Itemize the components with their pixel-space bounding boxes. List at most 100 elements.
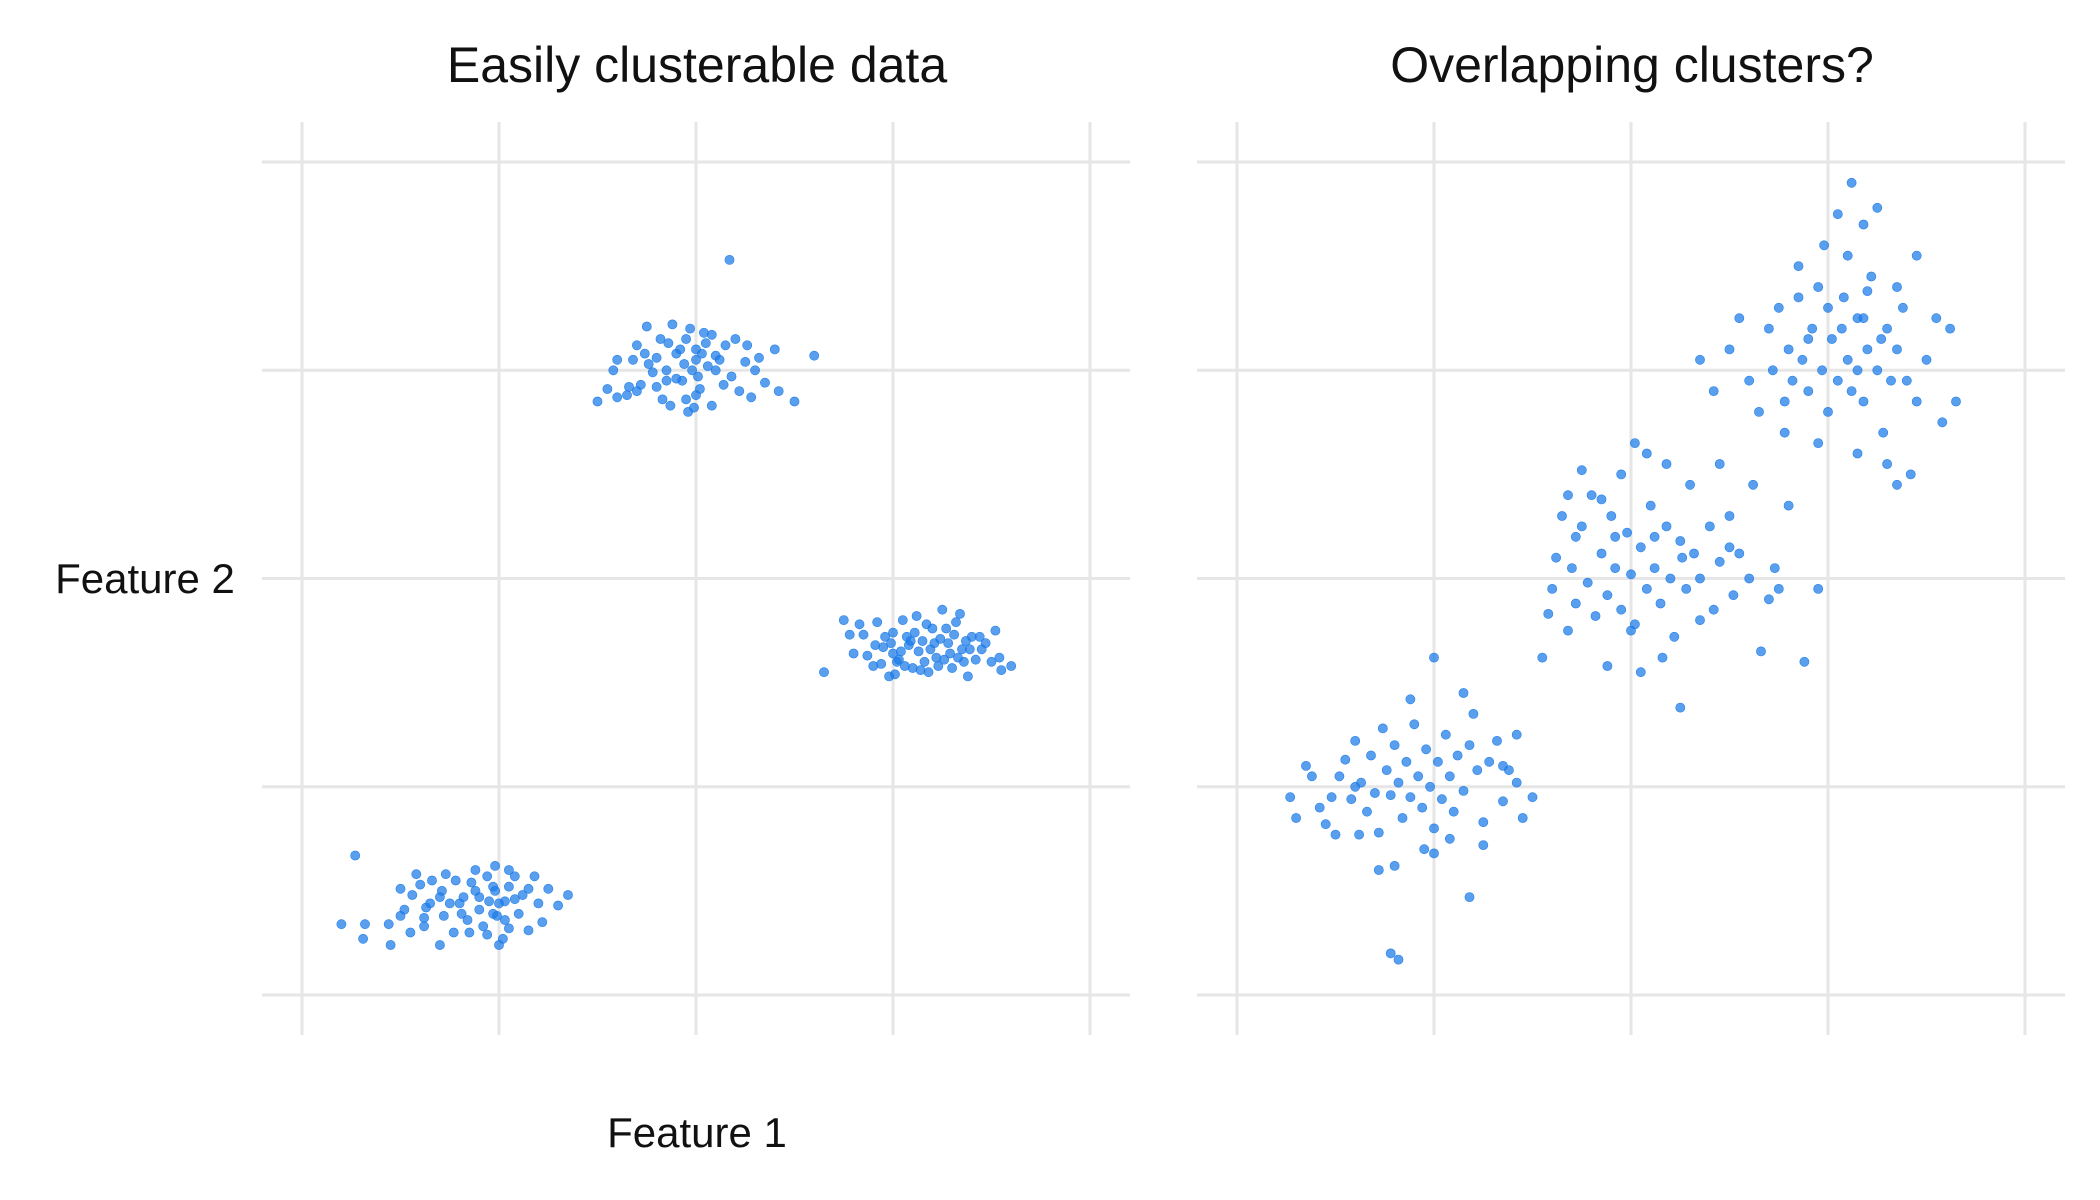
data-point-right <box>1872 202 1883 213</box>
data-point-right <box>1635 667 1646 678</box>
data-point-left <box>935 634 946 644</box>
data-point-left <box>360 919 370 930</box>
data-point-left <box>886 638 896 648</box>
data-point-right <box>1905 469 1916 480</box>
data-point-left <box>685 323 695 334</box>
data-point-left <box>415 879 426 890</box>
data-point-left <box>643 359 654 369</box>
data-point-right <box>1911 250 1922 261</box>
data-point-right <box>1464 740 1475 750</box>
data-point-right <box>1498 796 1508 807</box>
data-point-right <box>1478 840 1489 850</box>
data-point-right <box>1669 631 1680 642</box>
data-point-left <box>438 911 449 921</box>
data-point-right <box>1610 531 1621 542</box>
data-point-right <box>1852 365 1863 376</box>
data-point-right <box>1892 282 1902 292</box>
data-point-right <box>1878 427 1889 438</box>
data-point-right <box>1570 598 1581 609</box>
data-point-right <box>1326 792 1337 803</box>
data-point-right <box>1793 261 1804 271</box>
data-point-right <box>1649 531 1660 542</box>
data-point-right <box>1661 459 1672 469</box>
data-point-right <box>1350 781 1361 792</box>
data-point-right <box>1425 781 1435 792</box>
data-point-left <box>921 619 932 630</box>
data-point-right <box>1945 323 1955 334</box>
data-point-left <box>844 629 855 640</box>
data-point-right <box>1744 573 1755 584</box>
data-point-right <box>1931 313 1942 324</box>
data-point-left <box>925 644 936 655</box>
data-point-left <box>647 367 658 378</box>
data-point-left <box>503 865 514 875</box>
data-point-left <box>789 396 800 407</box>
data-point-left <box>911 611 922 621</box>
data-point-right <box>1675 536 1686 546</box>
data-point-right <box>1704 521 1715 532</box>
data-point-left <box>740 356 751 367</box>
data-point-left <box>421 902 431 913</box>
data-point-right <box>1773 584 1784 594</box>
data-point-right <box>1734 548 1745 559</box>
data-point-right <box>1340 754 1351 765</box>
data-point-left <box>953 652 963 663</box>
data-point-right <box>1421 744 1431 755</box>
data-point-left <box>838 615 849 625</box>
data-point-right <box>1901 375 1912 386</box>
data-point-right <box>1882 323 1892 334</box>
data-point-right <box>1787 375 1798 386</box>
data-point-left <box>509 894 520 905</box>
data-point-right <box>1799 656 1810 667</box>
panel-title-right: Overlapping clusters? <box>1390 37 1874 93</box>
data-point-left <box>482 929 493 940</box>
data-point-left <box>970 654 981 665</box>
data-point-left <box>773 386 784 396</box>
data-point-left <box>961 636 971 646</box>
data-point-right <box>1429 848 1439 859</box>
data-point-right <box>1862 344 1873 355</box>
data-point-right <box>1458 688 1469 698</box>
data-point-right <box>1285 792 1296 803</box>
data-point-right <box>1846 177 1857 188</box>
data-point-right <box>1433 756 1443 767</box>
data-point-left <box>964 644 975 655</box>
data-point-right <box>1645 500 1656 511</box>
data-point-right <box>1783 344 1794 355</box>
data-point-right <box>1823 302 1833 313</box>
data-point-left <box>529 871 540 882</box>
data-point-right <box>1389 740 1400 750</box>
data-point-left <box>706 329 717 340</box>
data-point-left <box>661 365 672 376</box>
data-point-left <box>681 334 691 344</box>
data-point-right <box>1754 406 1764 417</box>
data-point-left <box>632 386 642 396</box>
data-point-left <box>543 883 554 894</box>
data-point-left <box>697 348 707 359</box>
data-point-left <box>497 933 508 944</box>
data-point-left <box>720 340 731 351</box>
data-point-right <box>1616 604 1627 615</box>
data-point-right <box>1381 765 1392 775</box>
data-point-right <box>1892 344 1902 355</box>
data-point-left <box>537 917 548 927</box>
data-point-right <box>1492 736 1502 746</box>
data-point-left <box>994 652 1005 663</box>
data-point-left <box>385 940 396 950</box>
data-point-right <box>1405 694 1416 705</box>
data-point-right <box>1842 354 1853 365</box>
data-point-left <box>466 877 477 888</box>
data-point-left <box>517 890 528 900</box>
data-point-right <box>1685 479 1695 490</box>
data-point-right <box>1892 479 1902 490</box>
data-point-right <box>1389 861 1400 871</box>
data-point-left <box>499 915 510 925</box>
data-point-left <box>876 659 887 669</box>
data-point-right <box>1817 365 1827 376</box>
data-point-left <box>336 919 347 930</box>
data-point-left <box>499 896 510 907</box>
data-point-right <box>1413 771 1424 782</box>
data-point-left <box>691 354 701 365</box>
data-point-left <box>492 911 502 921</box>
